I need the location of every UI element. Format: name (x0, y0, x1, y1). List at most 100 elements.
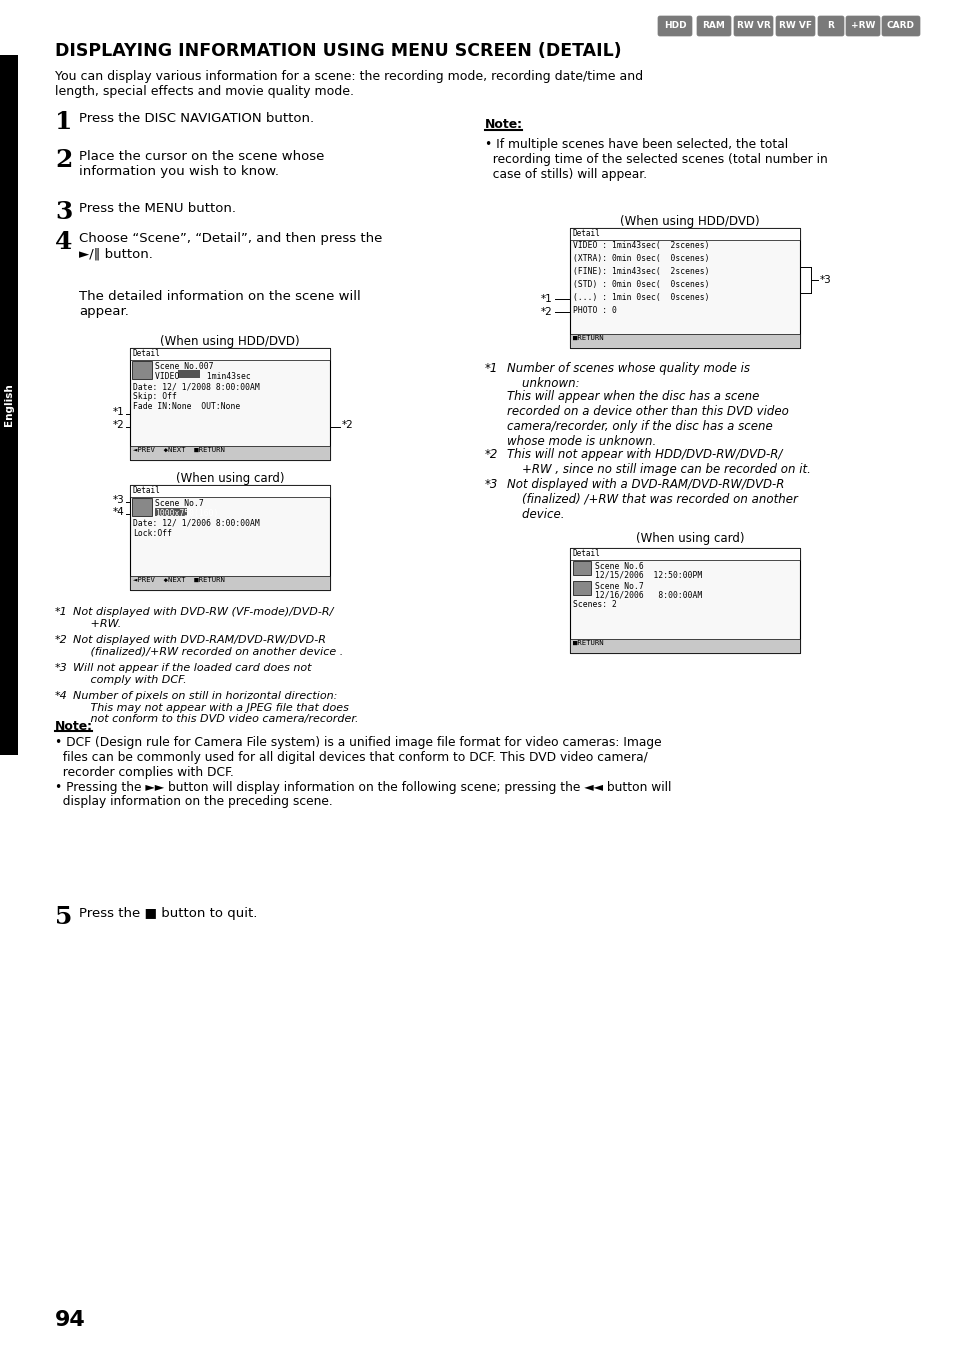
Text: *4: *4 (55, 691, 68, 700)
Text: 3: 3 (55, 200, 72, 224)
Text: (STD) : 0min 0sec(  0scenes): (STD) : 0min 0sec( 0scenes) (573, 280, 709, 289)
Text: Scene No.7: Scene No.7 (595, 581, 643, 591)
Text: VIDEO: VIDEO (154, 372, 184, 381)
Bar (178, 370, 200, 379)
Text: VIDEO : 1min43sec(  2scenes): VIDEO : 1min43sec( 2scenes) (573, 241, 709, 250)
Bar (130, 485, 330, 498)
Text: 4: 4 (55, 230, 72, 254)
Bar (569, 228, 800, 347)
Text: ■RETURN: ■RETURN (573, 639, 603, 646)
Text: *1: *1 (113, 407, 125, 416)
Text: ◄PREV  ◆NEXT  ■RETURN: ◄PREV ◆NEXT ■RETURN (132, 448, 225, 453)
Text: ◄PREV  ◆NEXT  ■RETURN: ◄PREV ◆NEXT ■RETURN (132, 577, 225, 583)
Text: +RW: +RW (850, 22, 874, 31)
Text: Detail: Detail (573, 228, 600, 238)
Text: This will not appear with HDD/DVD-RW/DVD-R/
    +RW , since no still image can b: This will not appear with HDD/DVD-RW/DVD… (506, 448, 810, 476)
Text: Scene No.007: Scene No.007 (154, 362, 213, 370)
Text: RW VR: RW VR (736, 22, 770, 31)
Text: Scene No.7: Scene No.7 (154, 499, 204, 508)
Text: Lock:Off: Lock:Off (132, 529, 172, 538)
Bar (130, 446, 330, 460)
Text: Number of pixels on still in horizontal direction:
     This may not appear with: Number of pixels on still in horizontal … (73, 691, 358, 725)
Bar (573, 581, 590, 595)
Text: (When using card): (When using card) (635, 531, 743, 545)
Text: 1min43sec: 1min43sec (202, 372, 251, 381)
Text: Date: 12/ 1/2008 8:00:00AM: Date: 12/ 1/2008 8:00:00AM (132, 383, 259, 391)
Text: Not displayed with DVD-RW (VF-mode)/DVD-R/
     +RW.: Not displayed with DVD-RW (VF-mode)/DVD-… (73, 607, 333, 629)
Bar (569, 334, 800, 347)
Bar (132, 498, 152, 516)
Text: *2: *2 (341, 420, 354, 430)
Text: (When using card): (When using card) (175, 472, 284, 485)
FancyBboxPatch shape (775, 16, 814, 37)
Text: (XTRA): 0min 0sec(  0scenes): (XTRA): 0min 0sec( 0scenes) (573, 254, 709, 264)
FancyBboxPatch shape (697, 16, 730, 37)
Text: (When using HDD/DVD): (When using HDD/DVD) (160, 335, 299, 347)
Text: R: R (826, 22, 834, 31)
Text: :: : (87, 721, 91, 733)
Text: RAM: RAM (701, 22, 724, 31)
Text: *3: *3 (484, 479, 497, 491)
Text: (FINE): 1min43sec(  2scenes): (FINE): 1min43sec( 2scenes) (573, 266, 709, 276)
Bar (569, 639, 800, 653)
Text: Detail: Detail (573, 549, 600, 558)
FancyBboxPatch shape (882, 16, 919, 37)
Bar (130, 485, 330, 589)
Text: Number of scenes whose quality mode is
    unknown:: Number of scenes whose quality mode is u… (506, 362, 749, 389)
Text: • DCF (Design rule for Camera File system) is a unified image file format for vi: • DCF (Design rule for Camera File syste… (55, 735, 661, 779)
Text: *1: *1 (55, 607, 68, 617)
FancyBboxPatch shape (733, 16, 772, 37)
Text: ■RETURN: ■RETURN (573, 335, 603, 341)
Text: 1: 1 (55, 110, 72, 134)
Text: • Pressing the ►► button will display information on the following scene; pressi: • Pressing the ►► button will display in… (55, 780, 671, 808)
Text: Not displayed with a DVD-RAM/DVD-RW/DVD-R
    (finalized) /+RW that was recorded: Not displayed with a DVD-RAM/DVD-RW/DVD-… (506, 479, 797, 521)
Bar (569, 548, 800, 560)
Text: PHOTO : 0: PHOTO : 0 (573, 306, 617, 315)
Text: *2: *2 (55, 635, 68, 645)
Bar (130, 576, 330, 589)
Text: *2: *2 (113, 420, 125, 430)
Bar (0, 55, 18, 754)
Text: Choose “Scene”, “Detail”, and then press the
►/‖ button.: Choose “Scene”, “Detail”, and then press… (79, 233, 382, 260)
Text: Date: 12/ 1/2006 8:00:00AM: Date: 12/ 1/2006 8:00:00AM (132, 519, 259, 529)
Text: 12/15/2006  12:50:00PM: 12/15/2006 12:50:00PM (595, 571, 701, 579)
Text: Detail: Detail (132, 349, 161, 358)
Text: 5: 5 (55, 904, 72, 929)
Text: • If multiple scenes have been selected, the total
  recording time of the selec: • If multiple scenes have been selected,… (484, 138, 827, 181)
Text: 12/16/2006   8:00:00AM: 12/16/2006 8:00:00AM (595, 589, 701, 599)
Text: Place the cursor on the scene whose
information you wish to know.: Place the cursor on the scene whose info… (79, 150, 324, 178)
Text: Scene No.6: Scene No.6 (595, 562, 643, 571)
FancyBboxPatch shape (817, 16, 843, 37)
Bar (569, 228, 800, 241)
Text: HDD: HDD (663, 22, 685, 31)
Text: (...) : 1min 0sec(  0scenes): (...) : 1min 0sec( 0scenes) (573, 293, 709, 301)
Text: *3: *3 (820, 274, 831, 285)
Text: :: : (517, 118, 521, 131)
FancyBboxPatch shape (845, 16, 879, 37)
Text: *3: *3 (55, 662, 68, 673)
Text: Scenes: 2: Scenes: 2 (573, 600, 617, 608)
Bar (130, 347, 330, 360)
Text: The detailed information on the scene will
appear.: The detailed information on the scene wi… (79, 289, 360, 318)
Text: *4: *4 (113, 507, 125, 516)
Bar (154, 508, 187, 516)
FancyBboxPatch shape (658, 16, 691, 37)
Text: English: English (4, 384, 14, 426)
Text: You can display various information for a scene: the recording mode, recording d: You can display various information for … (55, 70, 642, 97)
Bar (130, 347, 330, 460)
Text: *1: *1 (540, 293, 553, 304)
Text: Fade IN:None  OUT:None: Fade IN:None OUT:None (132, 402, 240, 411)
Bar (132, 361, 152, 379)
Text: Skip: Off: Skip: Off (132, 392, 176, 402)
Text: (When using HDD/DVD): (When using HDD/DVD) (619, 215, 759, 228)
Text: Note: Note (55, 721, 89, 733)
Text: This will appear when the disc has a scene
recorded on a device other than this : This will appear when the disc has a sce… (506, 389, 788, 448)
Text: Press the ■ button to quit.: Press the ■ button to quit. (79, 907, 257, 919)
Text: *2: *2 (484, 448, 497, 461)
Text: Note: Note (484, 118, 517, 131)
Text: *2: *2 (540, 307, 553, 316)
Text: 1000x750(160): 1000x750(160) (154, 508, 218, 518)
Bar (573, 561, 590, 575)
Text: Will not appear if the loaded card does not
     comply with DCF.: Will not appear if the loaded card does … (73, 662, 312, 684)
Text: CARD: CARD (886, 22, 914, 31)
